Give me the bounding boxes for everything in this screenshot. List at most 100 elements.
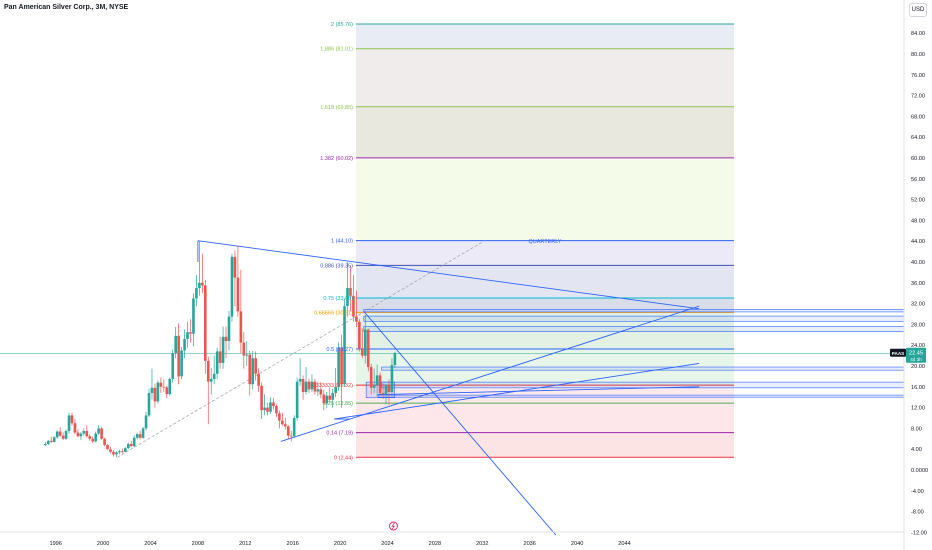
candle-body bbox=[304, 381, 308, 392]
candle-body bbox=[135, 434, 139, 438]
y-tick-label: -8.00 bbox=[911, 510, 924, 516]
candle-body bbox=[174, 335, 177, 353]
candle-body bbox=[144, 415, 148, 429]
candle-body bbox=[109, 449, 112, 452]
candle-body bbox=[64, 431, 68, 439]
fib-zone-fill bbox=[356, 312, 734, 349]
candle-body bbox=[372, 385, 376, 388]
candle-body bbox=[183, 338, 186, 351]
y-tick-label: -12.00 bbox=[911, 530, 927, 536]
y-tick-label: 84.00 bbox=[911, 31, 925, 37]
candle-body bbox=[337, 347, 340, 387]
x-tick-label: 2012 bbox=[239, 541, 251, 547]
candle-body bbox=[286, 426, 290, 436]
candle-body bbox=[138, 434, 142, 438]
y-tick-label: 40.00 bbox=[911, 260, 925, 266]
candle-body bbox=[254, 358, 257, 374]
candle-body bbox=[334, 386, 337, 394]
y-tick-label: 48.00 bbox=[911, 218, 925, 224]
candle-body bbox=[124, 448, 127, 452]
x-tick-label: 2016 bbox=[286, 541, 298, 547]
candle-body bbox=[230, 256, 234, 317]
fib-level-label: 0.886 (39.35) bbox=[320, 263, 353, 269]
candle-body bbox=[115, 452, 118, 455]
candle-body bbox=[384, 384, 388, 395]
fib-zone-fill bbox=[356, 432, 734, 458]
candle-body bbox=[381, 393, 385, 395]
y-tick-label: 20.00 bbox=[911, 364, 925, 370]
candle-body bbox=[112, 451, 115, 455]
fib-level-label: 1 (44.10) bbox=[331, 239, 353, 245]
fib-zone-fill bbox=[356, 157, 734, 241]
price-tag bbox=[906, 347, 926, 363]
candle-body bbox=[189, 332, 192, 334]
fib-level-label: 1.382 (60.02) bbox=[320, 156, 353, 162]
fib-zone-fill bbox=[356, 106, 734, 158]
candle-body bbox=[76, 432, 80, 437]
candle-body bbox=[94, 433, 97, 442]
candle-body bbox=[198, 282, 201, 288]
y-tick-label: 64.00 bbox=[911, 135, 925, 141]
candle-body bbox=[266, 407, 269, 412]
candle-body bbox=[239, 311, 243, 343]
y-tick-label: 44.00 bbox=[911, 239, 925, 245]
fib-base-dashed-line bbox=[117, 240, 485, 458]
fib-zone-fill bbox=[356, 24, 734, 49]
x-tick-label: 2032 bbox=[476, 541, 488, 547]
candle-body bbox=[58, 431, 62, 436]
candle-body bbox=[295, 381, 299, 418]
ticker-tag-label: PAAS bbox=[892, 351, 904, 356]
candle-body bbox=[283, 424, 287, 427]
y-tick-label: 76.00 bbox=[911, 73, 925, 79]
x-tick-label: 2044 bbox=[618, 541, 630, 547]
candle-body bbox=[257, 373, 260, 386]
fib-level-label: 0.333333 (16.32) bbox=[311, 383, 353, 389]
candle-body bbox=[212, 373, 216, 379]
candle-body bbox=[322, 394, 326, 404]
y-tick-label: -4.00 bbox=[911, 489, 924, 495]
x-tick-label: 2024 bbox=[381, 541, 393, 547]
candle-body bbox=[289, 435, 293, 437]
candle-body bbox=[390, 364, 394, 392]
candle-body bbox=[227, 316, 231, 342]
candles-layer bbox=[44, 240, 397, 458]
candle-body bbox=[215, 351, 219, 374]
candle-body bbox=[103, 438, 106, 446]
candle-body bbox=[248, 354, 252, 385]
y-tick-label: 72.00 bbox=[911, 94, 925, 100]
candle-body bbox=[52, 437, 56, 442]
candle-body bbox=[82, 431, 86, 434]
currency-button[interactable]: USD bbox=[909, 3, 927, 17]
price-band bbox=[381, 366, 905, 371]
x-tick-label: 2004 bbox=[144, 541, 156, 547]
candle-body bbox=[46, 440, 50, 444]
candle-body bbox=[301, 379, 305, 392]
candle-body bbox=[218, 351, 222, 363]
y-tick-label: 52.00 bbox=[911, 198, 925, 204]
y-tick-label: 80.00 bbox=[911, 52, 925, 58]
fib-level-label: 2 (85.76) bbox=[331, 22, 353, 28]
candle-body bbox=[316, 389, 320, 392]
candle-body bbox=[88, 436, 92, 439]
candle-body bbox=[171, 353, 175, 379]
candle-body bbox=[331, 393, 334, 400]
candle-body bbox=[272, 402, 275, 407]
drawings-layer bbox=[117, 240, 905, 536]
fib-level-label: 0.5 (23.27) bbox=[326, 347, 353, 353]
fib-level-label: 1.886 (81.01) bbox=[320, 47, 353, 53]
candle-body bbox=[177, 335, 180, 377]
x-tick-label: 1996 bbox=[49, 541, 61, 547]
candle-body bbox=[307, 381, 311, 390]
candle-body bbox=[224, 336, 228, 342]
candle-body bbox=[55, 431, 59, 438]
candle-body bbox=[349, 288, 352, 296]
candle-body bbox=[192, 298, 195, 334]
fib-level-label: 0.75 (33.08) bbox=[323, 296, 353, 302]
candle-body bbox=[180, 350, 183, 377]
candle-body bbox=[168, 379, 172, 395]
price-band bbox=[363, 315, 905, 322]
candle-body bbox=[132, 437, 136, 447]
candle-body bbox=[147, 393, 151, 416]
candle-body bbox=[49, 440, 53, 442]
